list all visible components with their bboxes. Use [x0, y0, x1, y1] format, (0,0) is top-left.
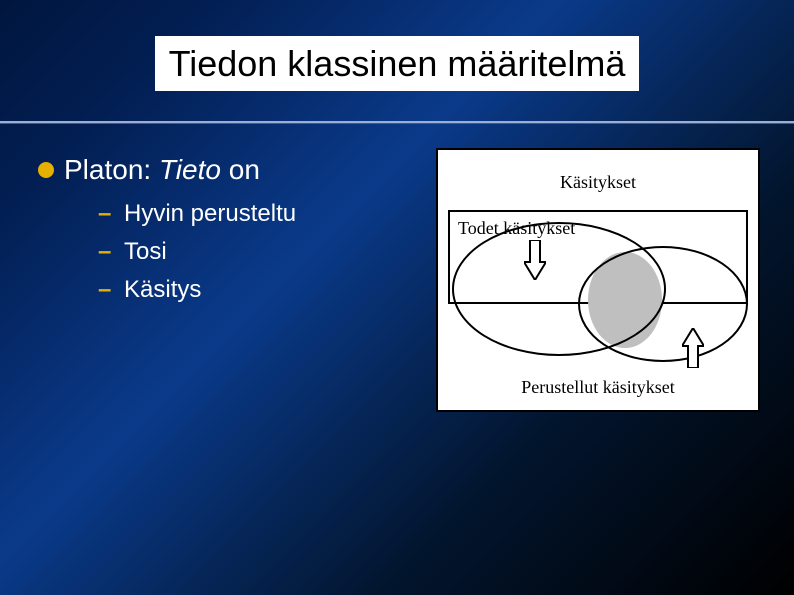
bullet-prefix: Platon: [64, 154, 159, 185]
slide: Tiedon klassinen määritelmä Platon: Tiet… [0, 0, 794, 595]
dash-icon: – [98, 238, 124, 266]
arrow-down-icon [524, 240, 546, 280]
slide-title: Tiedon klassinen määritelmä [155, 36, 640, 91]
bullet-italic: Tieto [159, 154, 221, 185]
text-column: Platon: Tieto on – Hyvin perusteltu – To… [34, 144, 428, 314]
diagram-label-beliefs: Käsitykset [438, 172, 758, 193]
bullet-disc-icon [38, 162, 54, 178]
arrow-up-icon [682, 328, 704, 368]
diagram-label-justified: Perustellut käsitykset [438, 377, 758, 398]
sub-bullet-list: – Hyvin perusteltu – Tosi – Käsitys [98, 200, 428, 304]
sub-bullet-item: – Tosi [98, 238, 428, 266]
sub-bullet-item: – Hyvin perusteltu [98, 200, 428, 228]
bullet-suffix: on [221, 154, 260, 185]
main-bullet: Platon: Tieto on [38, 154, 428, 186]
sub-bullet-text: Käsitys [124, 276, 201, 304]
title-area: Tiedon klassinen määritelmä [0, 0, 794, 91]
sub-bullet-item: – Käsitys [98, 276, 428, 304]
slide-body: Platon: Tieto on – Hyvin perusteltu – To… [0, 124, 794, 412]
venn-diagram: Käsitykset Todet käsitykset Tieto Perust… [436, 148, 760, 412]
diagram-ellipse-justified [578, 246, 748, 362]
main-bullet-text: Platon: Tieto on [64, 154, 260, 186]
sub-bullet-text: Tosi [124, 238, 167, 266]
dash-icon: – [98, 276, 124, 304]
sub-bullet-text: Hyvin perusteltu [124, 200, 296, 228]
dash-icon: – [98, 200, 124, 228]
